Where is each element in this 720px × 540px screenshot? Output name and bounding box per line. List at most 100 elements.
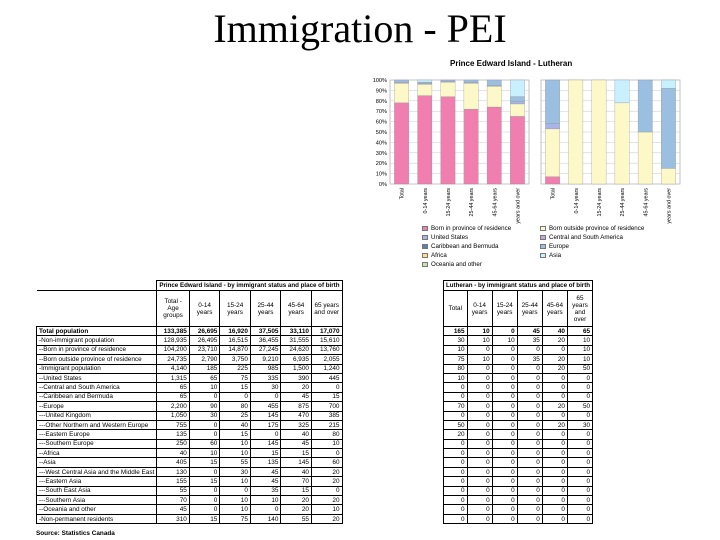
table-cell: 45 <box>516 325 543 337</box>
bar-segment <box>463 79 479 83</box>
table-cell: 10 <box>219 504 251 515</box>
table-cell: 0 <box>541 476 568 487</box>
table-cell: 36,455 <box>249 335 282 346</box>
legend-row: Oceania and other <box>422 260 662 269</box>
table-cell: 155 <box>156 476 190 487</box>
table-cell: 30 <box>249 382 282 393</box>
table-cell: 385 <box>310 410 343 421</box>
table-cell: 0 <box>541 457 568 468</box>
bar-segment <box>417 82 433 85</box>
table-cell: 55 <box>280 513 312 525</box>
legend-swatch <box>422 253 428 258</box>
legend-swatch <box>540 235 546 240</box>
table-cell: 0 <box>491 438 518 450</box>
table-row: --United States 1,315 65 75 335 390 445 <box>35 372 343 384</box>
bar-segment <box>394 102 409 185</box>
source-note: Source: Statistics Canada <box>36 530 115 537</box>
table-cell: 0 <box>466 372 493 384</box>
bar-segment <box>440 79 456 82</box>
table-cell: 60 <box>188 438 221 450</box>
bar-segment <box>394 82 409 104</box>
table-row: -Non-immigrant population 128,935 26,495 16… <box>35 335 343 346</box>
table-cell: 0 <box>516 391 543 403</box>
table-row: ---Eastern Europe 135 0 15 0 40 80 <box>35 429 343 440</box>
chart-legend: Born in province of residence Born outsid… <box>422 224 662 269</box>
legend-row: Born in province of residence Born outsid… <box>422 224 662 233</box>
table-cell: 55 <box>156 485 190 497</box>
table-cell: 0 <box>310 485 343 497</box>
table-cell: 40 <box>156 448 190 459</box>
table-cell: 0 <box>466 382 493 393</box>
table-cell: 0 <box>541 372 568 384</box>
lutheran-table: Lutheran - by immigrant status and place… <box>442 280 594 525</box>
y-tick-label: 80% <box>376 99 387 105</box>
table-cell: 65 <box>156 391 190 403</box>
table-cell: 50 <box>566 363 594 374</box>
table-cell: 0 <box>566 382 594 393</box>
table-cell: 0 <box>516 495 543 506</box>
table-cell: 70 <box>280 476 312 487</box>
row-label: --Caribbean and Bermuda <box>35 391 158 403</box>
table-row: ---Southern Asia 70 0 10 10 20 20 <box>35 495 343 506</box>
table-cell: 10 <box>466 325 493 337</box>
table-cell: 0 <box>466 429 493 440</box>
legend-label: United States <box>431 234 469 241</box>
table-row: 75 10 0 35 20 10 <box>443 354 594 365</box>
table-cell: 0 <box>443 504 468 515</box>
table-cell: 0 <box>310 448 343 459</box>
bar-segment <box>486 106 502 185</box>
table-cell: 70 <box>156 495 190 506</box>
y-tick-label: 100% <box>373 78 387 84</box>
bar-segment <box>591 79 607 185</box>
table-cell: 35 <box>516 335 543 346</box>
table-row: -Immigrant population 4,140 185 225 985 1,500… <box>35 363 343 374</box>
table-cell: 20 <box>280 504 312 515</box>
row-label: ---Eastern Asia <box>35 476 158 487</box>
table-cell: 40 <box>219 419 251 431</box>
bar-segment <box>417 84 433 96</box>
table-cell: 135 <box>156 429 190 440</box>
y-tick-label: 40% <box>376 140 387 146</box>
table-cell: 0 <box>516 382 543 393</box>
table-cell: 0 <box>466 344 493 356</box>
table-cell: 0 <box>566 513 594 525</box>
table-cell: 0 <box>219 391 251 403</box>
legend-item: United States <box>422 234 540 241</box>
pei-table: Prince Edward Island - by immigrant stat… <box>35 280 343 525</box>
table-cell: 0 <box>491 448 518 459</box>
row-label: --United States <box>35 372 158 384</box>
table-cell: 16,515 <box>219 335 251 346</box>
bar-segment <box>637 79 653 133</box>
legend-label: Central and South America <box>549 234 623 241</box>
x-tick-label: 65 years and over <box>515 188 521 224</box>
table-cell: 0 <box>466 513 493 525</box>
bar-segment <box>637 131 653 185</box>
table-cell: 30 <box>188 410 221 421</box>
y-tick-label: 30% <box>376 151 387 157</box>
table-cell: 10 <box>466 335 493 346</box>
table-cell: 145 <box>249 438 282 450</box>
row-label: ---Southern Asia <box>35 495 158 506</box>
table-cell: 0 <box>491 354 518 365</box>
table-cell: 1,315 <box>156 372 190 384</box>
table-cell: 3,750 <box>219 354 251 365</box>
legend-label: Asia <box>549 252 562 259</box>
bar-segment <box>486 85 502 87</box>
table-cell: 10 <box>219 476 251 487</box>
table-cell: 250 <box>156 438 190 450</box>
table-cell: 0 <box>516 372 543 384</box>
table-cell: 0 <box>249 429 282 440</box>
table-row: --Caribbean and Bermuda 65 0 0 0 45 15 <box>35 391 343 403</box>
row-label: --Born outside province of residence <box>35 354 158 365</box>
y-tick-label: 10% <box>376 172 387 178</box>
table-cell: 0 <box>443 485 468 497</box>
table-cell: 45 <box>280 391 312 403</box>
table-cell: 30 <box>443 335 468 346</box>
legend-item: Oceania and other <box>422 261 540 268</box>
table-row: 165 10 0 45 40 65 <box>443 325 594 337</box>
table-cell: 10 <box>491 335 518 346</box>
table-cell: 15 <box>188 476 221 487</box>
